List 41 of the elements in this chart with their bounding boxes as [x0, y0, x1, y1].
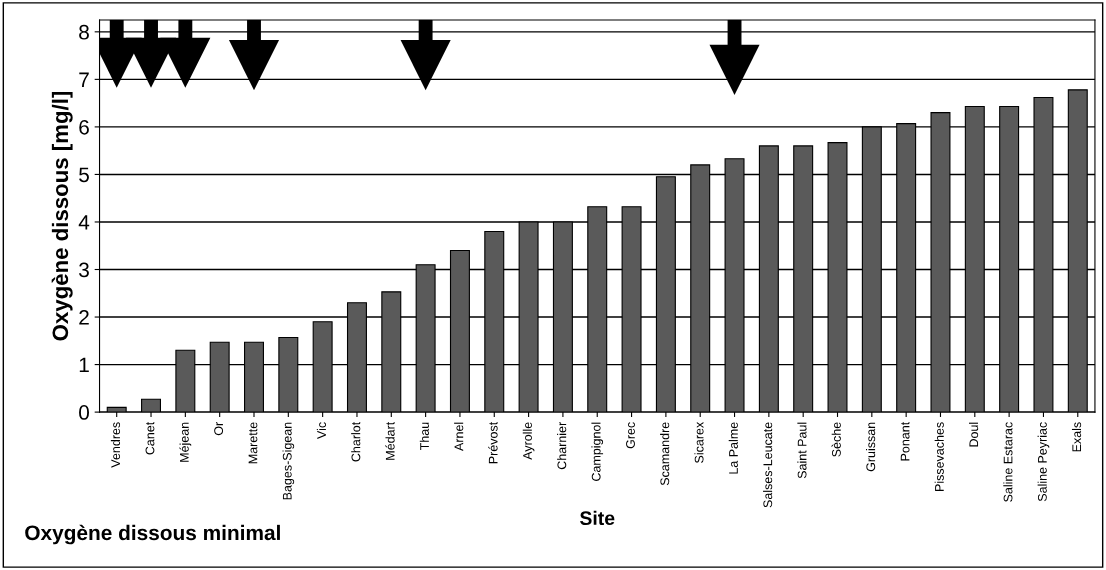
x-tick-label: Thau: [419, 422, 429, 451]
x-tick-label: La Palme: [728, 422, 738, 474]
text: Oxygène dissous minimal: [25, 524, 280, 545]
y-tick-label: 5: [79, 167, 89, 183]
x-tick-label: Or: [214, 422, 224, 436]
x-tick-label: Charnier: [557, 422, 567, 470]
x-tick-label: Scamandre: [660, 422, 670, 486]
x-tick-label: Sicarex: [694, 421, 704, 463]
x-tick-label: Salses-Leucate: [763, 422, 773, 508]
x-tick-label: Prévost: [488, 421, 498, 464]
x-tick-label: Bages-Sigean: [282, 422, 295, 500]
x-tick-label: Pissevaches: [934, 422, 944, 491]
x-tick-label: Exals: [1071, 422, 1082, 452]
x-tick-label: Saline Estarac: [1003, 422, 1013, 502]
x-tick-label: Vendres: [110, 422, 121, 468]
x-tick-label: Gruissan: [866, 422, 876, 472]
x-tick-label: Méjean: [179, 422, 192, 462]
x-tick-label: Doul: [968, 422, 979, 447]
x-tick-label: Saint Paul: [797, 422, 807, 479]
y-tick-label: 2: [79, 310, 89, 325]
x-tick-label: Arnel: [454, 422, 464, 451]
y-tick-label: 1: [79, 357, 89, 373]
x-tick-label: Charlot: [351, 421, 361, 462]
y-tick-label: 6: [79, 119, 89, 135]
y-tick-label: 0: [79, 405, 89, 420]
y-tick-label: 7: [79, 72, 89, 87]
y-tick-label: 3: [79, 262, 89, 278]
x-tick-label: Grec: [626, 422, 635, 449]
x-tick-label: Sèche: [831, 422, 841, 457]
x-tick-label: Ayrolle: [522, 422, 535, 460]
x-tick-label: Canet: [145, 421, 155, 455]
x-tick-label: Marette: [248, 422, 258, 464]
y-tick-label: 8: [79, 24, 89, 40]
x-tick-label: Campignol: [591, 422, 604, 481]
x-tick-label: Médart: [385, 421, 395, 460]
x-axis-title: Site: [579, 510, 615, 526]
x-tick-label: Ponant: [900, 421, 910, 461]
y-tick-label: 4: [78, 215, 90, 230]
y-axis-title: Oxygène dissous [mg/l]: [51, 91, 73, 341]
x-tick-label: Saline Peyriac: [1037, 422, 1050, 502]
x-tick-label: Vic: [316, 422, 326, 439]
